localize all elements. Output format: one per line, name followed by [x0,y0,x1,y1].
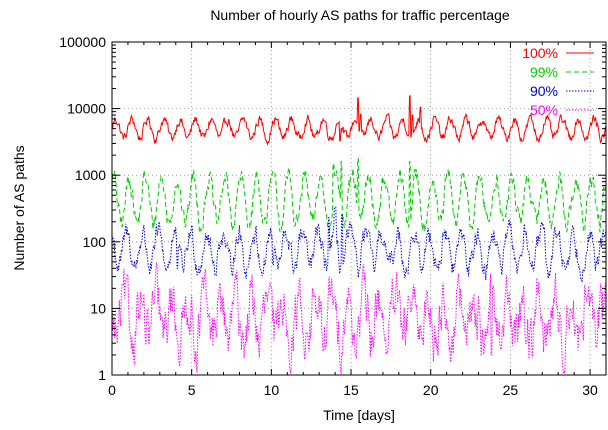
series-line-100pct [111,95,607,146]
legend-label: 99% [530,64,558,80]
legend-label: 90% [530,83,558,99]
legend-label: 50% [530,102,558,118]
legend: 100% 99% 90% 50% [522,45,594,118]
series-line-50pct [111,262,607,376]
x-tick-label: 15 [343,382,359,398]
series-line-99pct [111,157,607,234]
series-layer [111,95,607,376]
y-tick-label: 10000 [67,101,106,117]
legend-label: 100% [522,45,558,61]
y-tick-label: 1 [98,367,106,383]
y-tick-label: 1000 [75,167,106,183]
x-tick-label: 0 [108,382,116,398]
y-tick-label: 100 [83,234,107,250]
y-tick-label: 10 [90,300,106,316]
x-tick-label: 25 [503,382,519,398]
chart-title: Number of hourly AS paths for traffic pe… [210,7,510,23]
series-line-90pct [111,206,607,283]
plot-frame [111,41,607,376]
x-tick-label: 5 [188,382,196,398]
x-axis-label: Time [days] [323,407,395,423]
x-tick-label: 10 [264,382,280,398]
y-tick-labels: 1 10 100 1000 10000 100000 [59,34,106,383]
x-tick-labels: 0 5 10 15 20 25 30 [108,382,598,398]
x-tick-label: 20 [423,382,439,398]
y-axis-label: Number of AS paths [11,145,27,270]
x-tick-label: 30 [582,382,598,398]
tick-marks [111,41,606,376]
y-tick-label: 100000 [59,34,106,50]
